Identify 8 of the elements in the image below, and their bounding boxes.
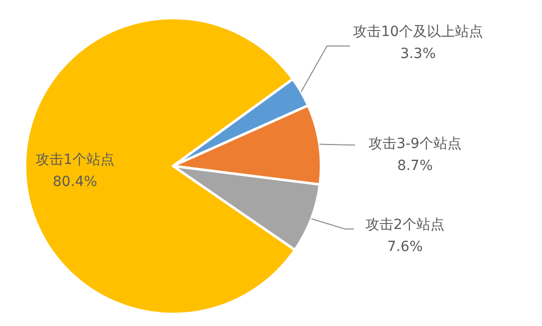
slice-label: 攻击10个及以上站点 bbox=[353, 24, 483, 40]
data-label: 7.6% bbox=[387, 239, 423, 255]
data-label: 8.7% bbox=[397, 158, 433, 174]
slice-label: 攻击3-9个站点 bbox=[368, 136, 462, 152]
slice-label: 攻击1个站点 bbox=[36, 152, 114, 168]
data-label: 3.3% bbox=[400, 46, 436, 62]
data-label: 80.4% bbox=[52, 174, 98, 190]
slice-label: 攻击2个站点 bbox=[366, 217, 444, 233]
